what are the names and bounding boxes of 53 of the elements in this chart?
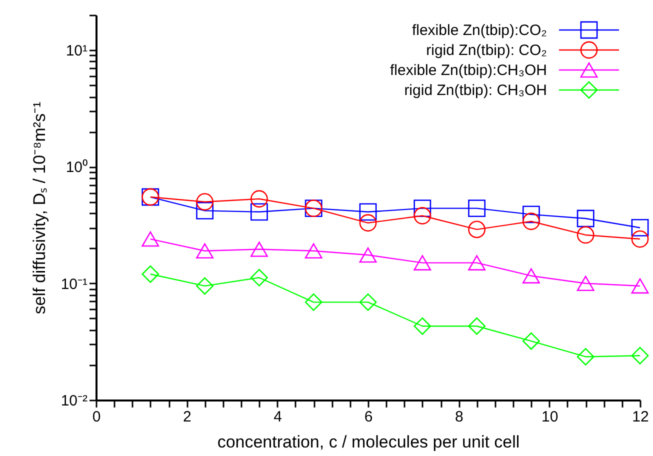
x-axis-title: concentration, c / molecules per unit cell <box>217 432 520 452</box>
point <box>250 203 268 221</box>
x-tick-label: 8 <box>454 408 464 426</box>
point <box>576 348 594 366</box>
point <box>196 243 214 258</box>
point <box>522 332 540 350</box>
point <box>631 278 649 294</box>
point <box>359 214 377 232</box>
x-tick-label: 0 <box>92 408 101 426</box>
point <box>576 226 594 244</box>
x-tick-label: 6 <box>364 408 373 426</box>
point <box>468 200 486 218</box>
point <box>631 219 649 236</box>
y-tick-label: 10⁻¹ <box>60 276 88 293</box>
point <box>359 247 377 263</box>
point <box>468 317 486 335</box>
point <box>468 220 486 238</box>
point <box>196 277 214 295</box>
point <box>576 276 594 291</box>
y-axis-title: self diffusivity, Dₛ / 10⁻⁸m²s⁻¹ <box>30 101 49 314</box>
point <box>414 317 432 335</box>
point <box>631 230 649 248</box>
point <box>142 265 160 283</box>
y-tick-label: 10⁻² <box>60 392 88 410</box>
y-tick-label: 10⁰ <box>66 159 88 176</box>
y-tick-label: 10¹ <box>66 42 88 60</box>
point <box>250 242 268 257</box>
point <box>359 203 377 221</box>
point <box>414 207 432 224</box>
x-tick-label: 12 <box>632 408 649 426</box>
point <box>414 255 432 270</box>
legend-label: flexible Zn(tbip):CO₂ <box>412 22 548 39</box>
point <box>414 200 432 218</box>
point <box>359 293 377 311</box>
legend-label: rigid Zn(tbip): CO₂ <box>426 42 548 59</box>
point <box>196 193 214 211</box>
point <box>196 202 214 220</box>
legend-label: flexible Zn(tbip):CH₃OH <box>390 62 547 79</box>
point <box>142 231 160 247</box>
point <box>522 212 540 230</box>
point <box>468 255 486 270</box>
point <box>522 206 540 224</box>
point <box>304 243 322 258</box>
x-tick-label: 10 <box>541 408 558 426</box>
point <box>250 268 268 286</box>
point <box>304 293 322 311</box>
point <box>522 268 540 284</box>
x-tick-label: 4 <box>274 408 282 426</box>
point <box>250 190 268 208</box>
x-tick-label: 2 <box>182 408 192 426</box>
legend-label: rigid Zn(tbip): CH₃OH <box>404 82 547 99</box>
point <box>576 210 594 228</box>
point <box>631 346 649 364</box>
